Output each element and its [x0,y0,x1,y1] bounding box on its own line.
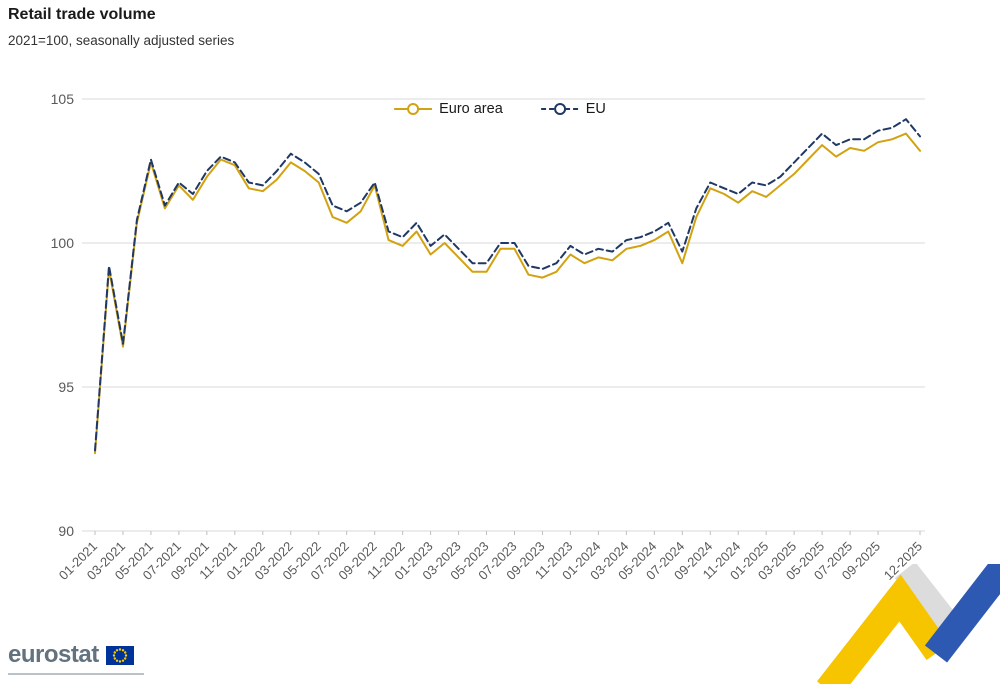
eurostat-logo: eurostat [8,643,144,675]
chart-line-euro-area [94,132,921,455]
y-tick-label-100: 100 [51,235,75,251]
eu-line-swatch [540,103,579,115]
y-tick-label-105: 105 [51,91,75,107]
eurostat-deco-zigzag-graphic [816,564,1000,684]
retail-trade-line-chart: 909510010501-202103-202105-202107-202109… [51,91,925,583]
chart-title: Retail trade volume [8,6,156,23]
legend-item-eu: EU [540,101,606,117]
chart-line-eu [94,118,921,452]
eurostat-wordmark: eurostat [8,641,99,668]
euro-area-line-swatch [394,103,433,115]
y-tick-label-95: 95 [58,379,74,395]
chart-subtitle: 2021=100, seasonally adjusted series [8,33,235,48]
chart-legend: Euro area EU [394,101,606,117]
legend-label-eu: EU [585,101,606,117]
eu-flag-icon [105,645,134,665]
chart-header: Retail trade volume 2021=100, seasonally… [8,6,234,48]
y-tick-label-90: 90 [58,523,74,539]
legend-item-euro-area: Euro area [394,101,503,117]
legend-label-euro-area: Euro area [439,101,503,117]
